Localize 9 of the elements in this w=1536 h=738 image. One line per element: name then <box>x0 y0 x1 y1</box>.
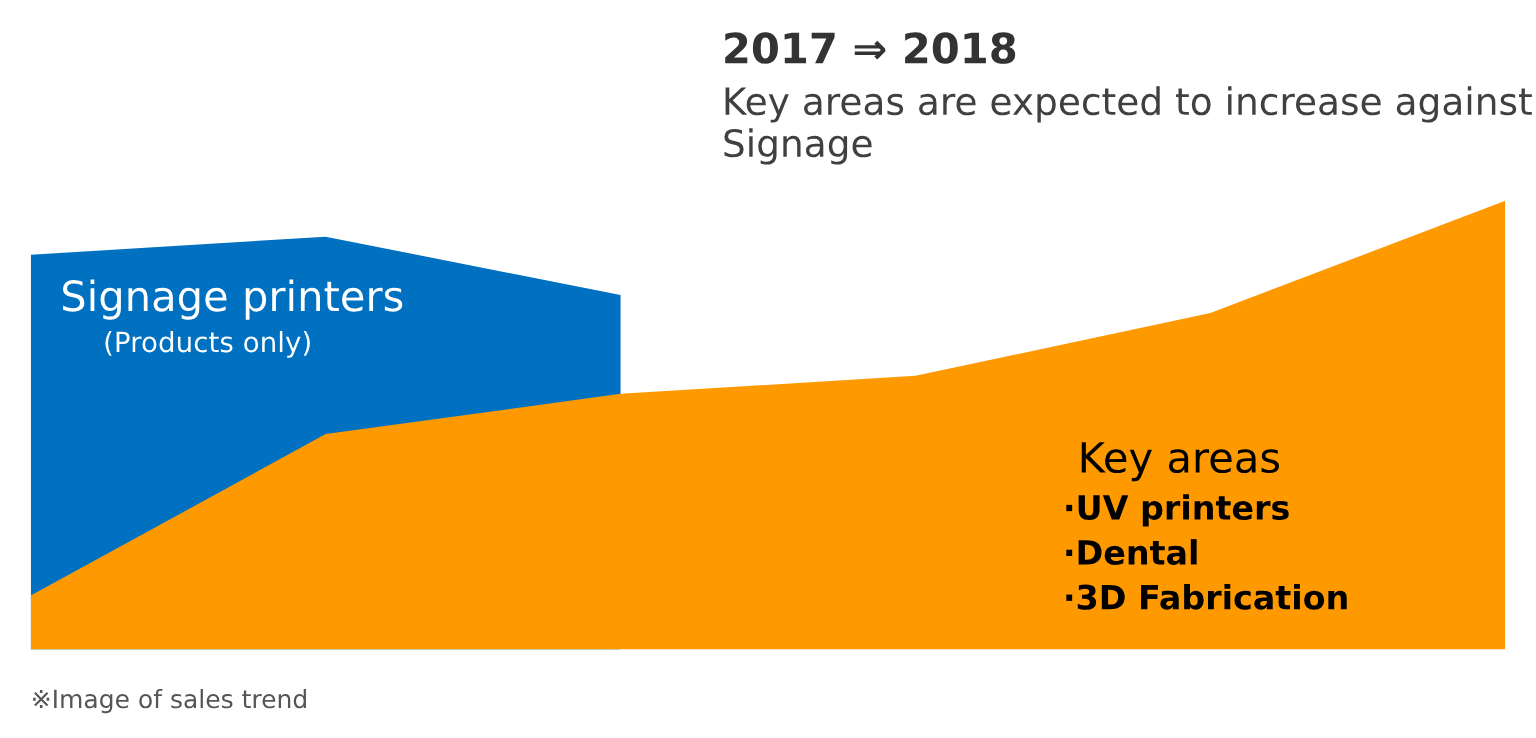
annotation: ·3D Fabrication <box>1066 583 1347 610</box>
annotation: (Products only) <box>105 330 310 358</box>
series-label: Key areas <box>1081 442 1279 482</box>
annotation: ·UV printers <box>1066 494 1289 527</box>
chart-subtitle: Key areas are expected to increase against Signage <box>724 86 1532 165</box>
series-label: Signage printers <box>62 279 403 320</box>
text: ※Image of sales trend <box>33 689 306 714</box>
annotation: ·Dental <box>1066 539 1197 565</box>
chart-title: 2017 ⇒ 2018 <box>725 32 1016 64</box>
